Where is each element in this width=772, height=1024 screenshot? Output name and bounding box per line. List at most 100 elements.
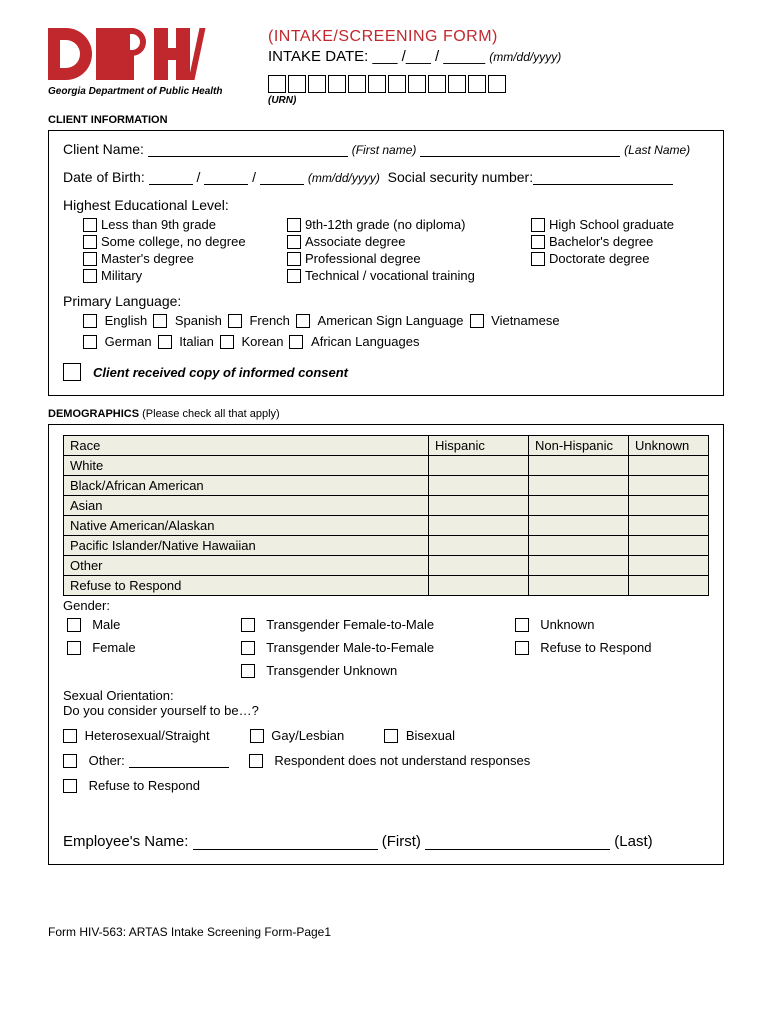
edu-options: Less than 9th grade 9th-12th grade (no di… (83, 217, 709, 283)
edu-option[interactable]: 9th-12th grade (no diploma) (287, 217, 527, 232)
employee-first-input[interactable] (193, 836, 378, 850)
urn-box[interactable] (308, 75, 326, 93)
race-cell[interactable] (429, 476, 529, 496)
lang-option[interactable]: French (228, 313, 290, 328)
urn-box[interactable] (288, 75, 306, 93)
edu-option[interactable]: Technical / vocational training (287, 268, 527, 283)
so-prompt: Do you consider yourself to be…? (63, 703, 709, 718)
urn-box[interactable] (348, 75, 366, 93)
lang-option[interactable]: African Languages (289, 334, 419, 349)
so-refuse-label: Refuse to Respond (89, 778, 200, 793)
race-cell[interactable] (529, 516, 629, 536)
race-cell[interactable] (429, 536, 529, 556)
first-name-input[interactable] (148, 143, 348, 157)
lang-option[interactable]: Vietnamese (470, 313, 560, 328)
employee-last-input[interactable] (425, 836, 610, 850)
gender-option[interactable]: Transgender Female-to-Male (241, 617, 511, 632)
so-option[interactable]: Heterosexual/Straight (63, 728, 210, 743)
edu-option[interactable]: Associate degree (287, 234, 527, 249)
intake-date-label: INTAKE DATE: (268, 48, 368, 65)
edu-option[interactable]: Master's degree (83, 251, 283, 266)
gender-option[interactable]: Transgender Unknown (241, 663, 511, 678)
race-cell[interactable] (629, 576, 709, 596)
header: Georgia Department of Public Health (INT… (48, 28, 724, 106)
urn-box[interactable] (368, 75, 386, 93)
urn-box[interactable] (408, 75, 426, 93)
lang-option[interactable]: Italian (158, 334, 214, 349)
lang-option[interactable]: Korean (220, 334, 284, 349)
so-other[interactable]: Other: (63, 753, 229, 768)
race-cell[interactable] (529, 536, 629, 556)
race-cell[interactable] (529, 556, 629, 576)
gender-option[interactable]: Female (67, 640, 237, 655)
edu-option[interactable]: Doctorate degree (531, 251, 711, 266)
so-other-input[interactable] (129, 754, 229, 768)
race-cell[interactable] (529, 496, 629, 516)
lang-row2: German Italian Korean African Languages (83, 334, 709, 349)
urn-box[interactable] (388, 75, 406, 93)
so-option[interactable]: Gay/Lesbian (250, 728, 345, 743)
employee-line: Employee's Name: (First) (Last) (63, 833, 709, 850)
edu-option[interactable]: High School graduate (531, 217, 711, 232)
gender-option[interactable]: Male (67, 617, 237, 632)
intake-date-line: INTAKE DATE: ___ /___ / _____ (mm/dd/yyy… (268, 48, 724, 65)
urn-box[interactable] (328, 75, 346, 93)
so-option[interactable]: Bisexual (384, 728, 455, 743)
dob-line: Date of Birth: / / (mm/dd/yyyy) Social s… (63, 169, 709, 185)
edu-option[interactable]: Professional degree (287, 251, 527, 266)
race-row: Black/African American (64, 476, 709, 496)
lang-option[interactable]: Spanish (153, 313, 222, 328)
lang-option[interactable]: English (83, 313, 147, 328)
demographics-box: RaceHispanicNon-HispanicUnknown WhiteBla… (48, 424, 724, 865)
race-header: Race (64, 436, 429, 456)
urn-box[interactable] (268, 75, 286, 93)
race-cell[interactable] (429, 516, 529, 536)
race-cell[interactable] (529, 576, 629, 596)
dob-yyyy[interactable] (260, 171, 304, 185)
race-cell[interactable] (529, 456, 629, 476)
race-cell[interactable] (429, 556, 529, 576)
race-cell[interactable] (629, 496, 709, 516)
race-row: Native American/Alaskan (64, 516, 709, 536)
race-row: Refuse to Respond (64, 576, 709, 596)
race-cell[interactable] (429, 496, 529, 516)
consent-checkbox[interactable] (63, 363, 81, 381)
urn-box[interactable] (448, 75, 466, 93)
gender-option[interactable]: Transgender Male-to-Female (241, 640, 511, 655)
urn-box[interactable] (488, 75, 506, 93)
race-cell[interactable] (629, 476, 709, 496)
dph-logo (48, 28, 238, 80)
lang-title: Primary Language: (63, 293, 709, 309)
demo-label: DEMOGRAPHICS (48, 408, 139, 420)
intake-date-hint: (mm/dd/yyyy) (489, 50, 561, 64)
race-cell[interactable] (629, 556, 709, 576)
edu-option[interactable]: Military (83, 268, 283, 283)
race-cell[interactable] (629, 536, 709, 556)
demo-sub: (Please check all that apply) (142, 408, 280, 420)
section-demographics: DEMOGRAPHICS (Please check all that appl… (48, 408, 724, 420)
urn-box[interactable] (468, 75, 486, 93)
urn-boxes[interactable] (268, 75, 724, 93)
gender-option[interactable]: Unknown (515, 617, 715, 632)
race-cell[interactable] (529, 476, 629, 496)
dob-dd[interactable] (204, 171, 248, 185)
edu-option[interactable]: Some college, no degree (83, 234, 283, 249)
so-respondent[interactable]: Respondent does not understand responses (249, 753, 530, 768)
so-other-label: Other: (89, 753, 125, 768)
lang-option[interactable]: German (83, 334, 152, 349)
race-cell[interactable] (629, 516, 709, 536)
gender-option[interactable]: Refuse to Respond (515, 640, 715, 655)
race-cell[interactable] (429, 456, 529, 476)
race-cell[interactable] (629, 456, 709, 476)
ssn-input[interactable] (533, 171, 673, 185)
dob-mm[interactable] (149, 171, 193, 185)
race-cell[interactable] (429, 576, 529, 596)
urn-box[interactable] (428, 75, 446, 93)
client-name-line: Client Name: (First name) (Last Name) (63, 141, 709, 157)
edu-option[interactable]: Less than 9th grade (83, 217, 283, 232)
lang-option[interactable]: American Sign Language (296, 313, 464, 328)
last-name-input[interactable] (420, 143, 620, 157)
edu-option[interactable]: Bachelor's degree (531, 234, 711, 249)
employee-label: Employee's Name: (63, 833, 188, 850)
so-refuse[interactable]: Refuse to Respond (63, 778, 709, 793)
